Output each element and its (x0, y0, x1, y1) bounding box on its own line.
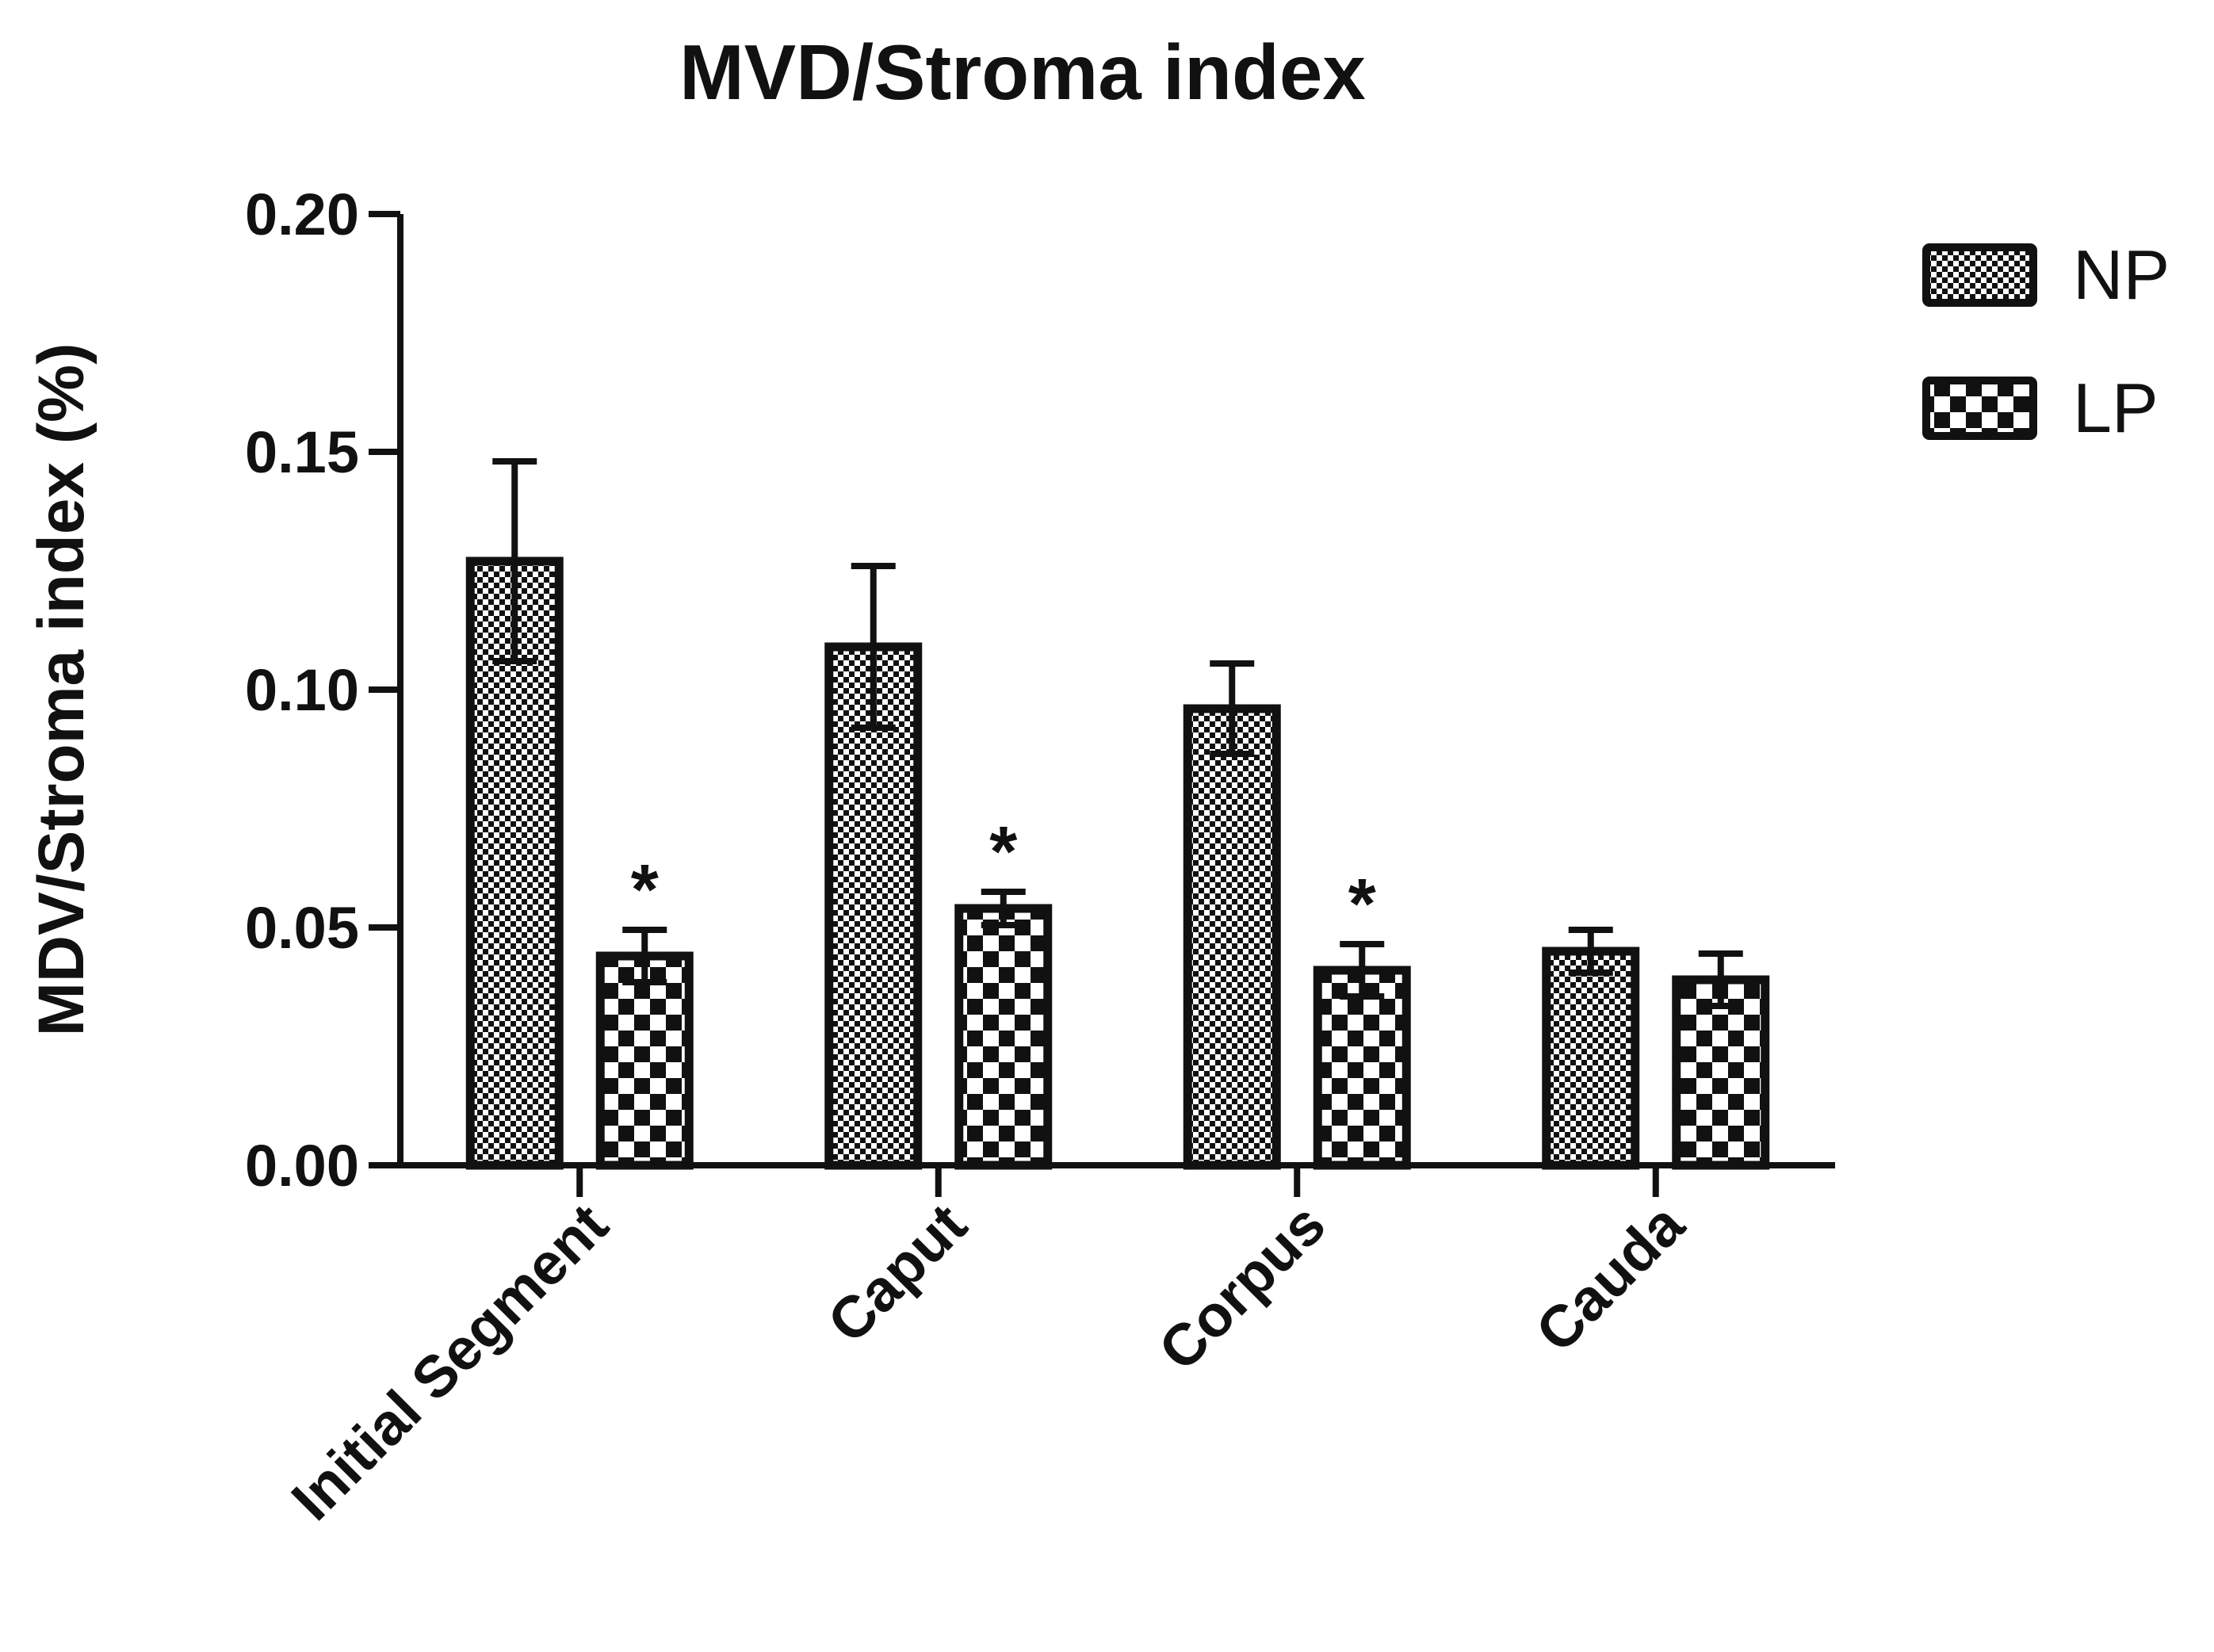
y-tick-label: 0.05 (245, 895, 359, 961)
x-tick-label: Cauda (1523, 1191, 1696, 1364)
y-tick-label: 0.10 (245, 657, 359, 723)
legend-swatch-lp (1922, 377, 2037, 440)
legend: NP LP (1922, 235, 2170, 447)
legend-label-np: NP (2073, 235, 2170, 314)
significance-marker: * (1348, 865, 1376, 944)
x-tick-label: Caput (815, 1191, 979, 1356)
y-tick-label: 0.15 (245, 419, 359, 485)
legend-label-lp: LP (2073, 369, 2159, 447)
significance-marker: * (631, 851, 659, 930)
bar-lp (954, 904, 1053, 1170)
bar-lp (1672, 975, 1770, 1170)
x-tick-label: Corpus (1146, 1191, 1338, 1383)
significance-marker: * (989, 813, 1017, 892)
legend-swatch-np (1922, 243, 2037, 307)
chart-title: MVD/Stroma index (679, 29, 1366, 116)
bar-np (1183, 704, 1281, 1170)
plot-area: 0.00 0.05 0.10 0.15 0.20 Initial Segment * Capu… (245, 182, 1835, 1532)
y-tick-label: 0.20 (245, 182, 359, 247)
y-tick-label: 0.00 (245, 1133, 359, 1199)
bar-lp (1313, 966, 1411, 1170)
y-axis-label: MDV/Stroma index (%) (25, 343, 98, 1037)
x-tick-label: Initial Segment (279, 1191, 621, 1533)
bar-lp (595, 951, 694, 1170)
bar-np (1542, 946, 1640, 1170)
